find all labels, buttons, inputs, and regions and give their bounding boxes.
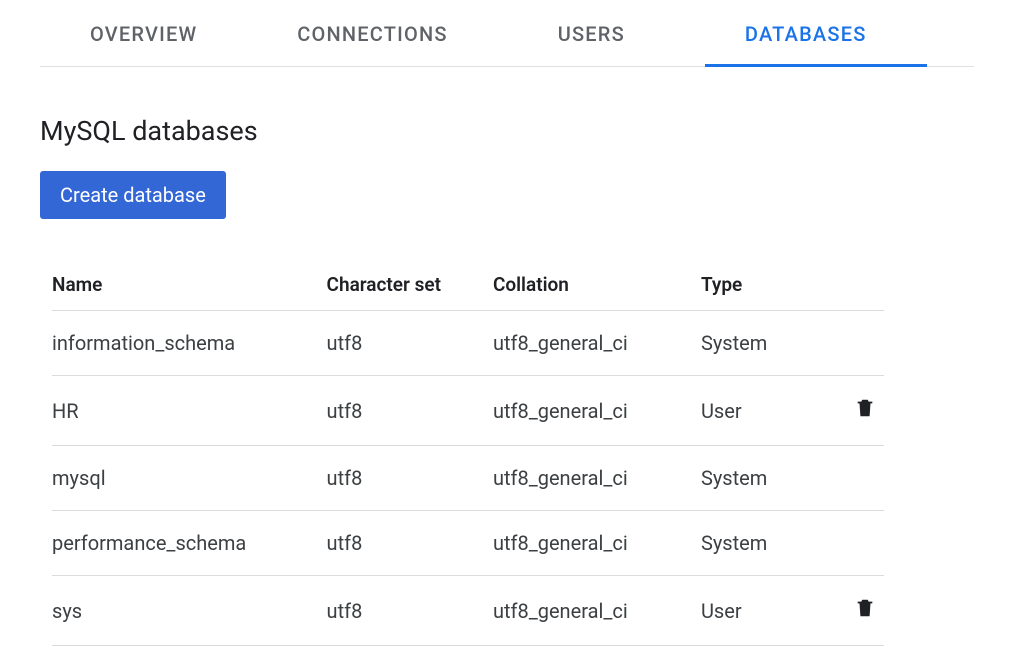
cell-type: System [701, 446, 826, 511]
column-header-name: Name [52, 259, 327, 311]
create-database-button[interactable]: Create database [40, 171, 226, 219]
cell-collation: utf8_general_ci [493, 446, 701, 511]
tab-databases[interactable]: DATABASES [745, 0, 917, 66]
cell-type: User [701, 576, 826, 646]
cell-type: User [701, 376, 826, 446]
cell-collation: utf8_general_ci [493, 511, 701, 576]
cell-charset: utf8 [327, 576, 493, 646]
table-row: information_schemautf8utf8_general_ciSys… [52, 311, 884, 376]
tab-connections[interactable]: CONNECTIONS [297, 0, 557, 66]
table-row: mysqlutf8utf8_general_ciSystem [52, 446, 884, 511]
cell-type: System [701, 511, 826, 576]
databases-table: Name Character set Collation Type inform… [52, 259, 884, 646]
cell-name: mysql [52, 446, 327, 511]
cell-type: System [701, 311, 826, 376]
cell-action [826, 511, 884, 576]
cell-charset: utf8 [327, 376, 493, 446]
tab-overview[interactable]: OVERVIEW [40, 0, 297, 66]
cell-collation: utf8_general_ci [493, 376, 701, 446]
cell-name: information_schema [52, 311, 327, 376]
table-row: performance_schemautf8utf8_general_ciSys… [52, 511, 884, 576]
cell-action [826, 446, 884, 511]
cell-name: performance_schema [52, 511, 327, 576]
tab-users[interactable]: USERS [558, 0, 745, 66]
column-header-type: Type [701, 259, 826, 311]
cell-charset: utf8 [327, 511, 493, 576]
cell-action [826, 311, 884, 376]
cell-action [826, 376, 884, 446]
table-row: sysutf8utf8_general_ciUser [52, 576, 884, 646]
column-header-charset: Character set [327, 259, 493, 311]
table-row: HRutf8utf8_general_ciUser [52, 376, 884, 446]
cell-name: sys [52, 576, 327, 646]
cell-collation: utf8_general_ci [493, 576, 701, 646]
section-title: MySQL databases [40, 115, 974, 147]
trash-icon[interactable] [854, 596, 876, 625]
cell-charset: utf8 [327, 311, 493, 376]
cell-action [826, 576, 884, 646]
column-header-action [826, 259, 884, 311]
trash-icon[interactable] [854, 396, 876, 425]
cell-charset: utf8 [327, 446, 493, 511]
cell-name: HR [52, 376, 327, 446]
tabs-nav: OVERVIEW CONNECTIONS USERS DATABASES [40, 0, 974, 67]
column-header-collation: Collation [493, 259, 701, 311]
cell-collation: utf8_general_ci [493, 311, 701, 376]
